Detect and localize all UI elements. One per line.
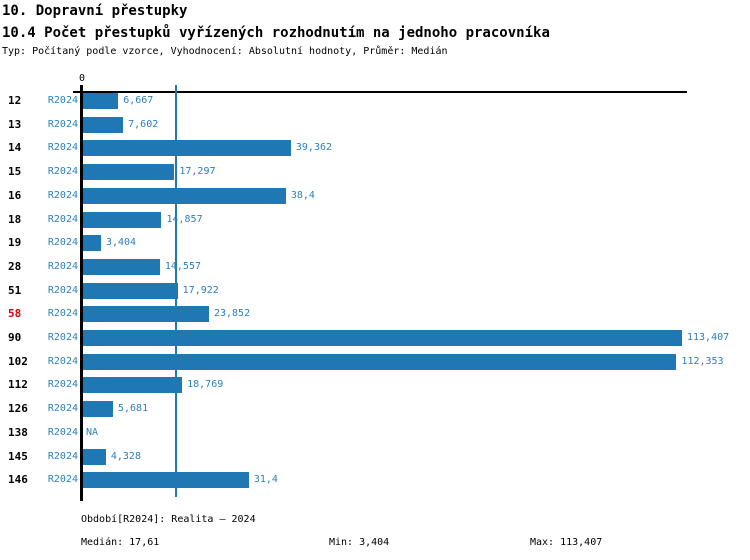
bar-value-label: 38,4 bbox=[290, 189, 315, 201]
bar bbox=[83, 401, 113, 418]
bar bbox=[83, 353, 677, 370]
bar-value-label: 39,362 bbox=[295, 142, 333, 154]
footer-median-stat: Medián: 17,61 bbox=[81, 537, 160, 548]
chart-row: 13 R2024 7,602 bbox=[0, 116, 750, 133]
bar-value-label: 17,297 bbox=[179, 166, 216, 178]
chart-row: 51 R2024 17,922 bbox=[0, 282, 750, 299]
row-series-label: R2024 bbox=[47, 355, 78, 367]
bar bbox=[83, 377, 183, 394]
chart-row: 112 R2024 18,769 bbox=[0, 377, 750, 394]
bar-value-label: 23,852 bbox=[213, 308, 251, 320]
row-category-label: 12 bbox=[8, 94, 22, 107]
row-category-label: 112 bbox=[8, 378, 28, 392]
bar-value-label: 3,404 bbox=[105, 237, 137, 249]
chart-row: 145 R2024 4,328 bbox=[0, 448, 750, 465]
bar bbox=[83, 472, 249, 489]
row-category-label: 90 bbox=[8, 331, 22, 344]
bar bbox=[83, 258, 160, 275]
x-axis-zero-tick-label: 0 bbox=[78, 73, 86, 84]
row-series-label: R2024 bbox=[47, 260, 78, 272]
row-series-label: R2024 bbox=[47, 95, 78, 106]
row-series-label: R2024 bbox=[47, 403, 78, 415]
row-series-label: R2024 bbox=[47, 450, 78, 462]
bar-value-label: 17,922 bbox=[182, 284, 219, 296]
y-axis-line bbox=[80, 85, 83, 501]
chart-meta-line: Typ: Počítaný podle vzorce, Vyhodnocení:… bbox=[2, 46, 448, 57]
chart-row: 14 R2024 39,362 bbox=[0, 140, 750, 157]
chart-subtitle: 10.4 Počet přestupků vyřízených rozhodnu… bbox=[2, 25, 550, 41]
bar-value-label: 112,353 bbox=[681, 355, 724, 367]
bar bbox=[83, 235, 101, 252]
bar-value-label: 113,407 bbox=[687, 332, 730, 343]
row-series-label: R2024 bbox=[47, 189, 78, 201]
footer-max-stat: Max: 113,407 bbox=[530, 537, 603, 548]
chart-row: 126 R2024 5,681 bbox=[0, 401, 750, 418]
x-axis-line bbox=[73, 91, 687, 93]
chart-row: 138 R2024 NA bbox=[0, 425, 750, 441]
bar bbox=[83, 282, 178, 299]
chart-row: 146 R2024 31,4 bbox=[0, 472, 750, 489]
row-series-label: R2024 bbox=[47, 213, 78, 225]
row-series-label: R2024 bbox=[47, 308, 78, 320]
row-category-label: 58 bbox=[8, 307, 22, 321]
bar-value-label: 14,857 bbox=[166, 213, 203, 225]
bar-value-label: NA bbox=[86, 426, 99, 438]
row-series-label: R2024 bbox=[47, 237, 78, 249]
row-series-label: R2024 bbox=[47, 332, 78, 343]
bar-value-label: 5,681 bbox=[118, 403, 149, 415]
row-category-label: 19 bbox=[8, 236, 22, 250]
row-series-label: R2024 bbox=[47, 118, 78, 130]
bar bbox=[83, 330, 682, 346]
bar-value-label: 7,602 bbox=[128, 118, 159, 130]
bar-value-label: 6,667 bbox=[123, 95, 154, 106]
footer-period-label: Období[R2024]: Realita – 2024 bbox=[81, 514, 256, 525]
chart-row: 12 R2024 6,667 bbox=[0, 93, 750, 109]
row-category-label: 13 bbox=[8, 117, 22, 131]
bar-value-label: 4,328 bbox=[110, 450, 141, 462]
footer-min-stat: Min: 3,404 bbox=[329, 537, 390, 548]
bar-value-label: 14,557 bbox=[164, 260, 201, 272]
bar bbox=[83, 116, 124, 133]
chart-title: 10. Dopravní přestupky bbox=[2, 3, 188, 19]
bar bbox=[83, 187, 286, 204]
chart-row: 19 R2024 3,404 bbox=[0, 235, 750, 252]
row-category-label: 146 bbox=[8, 473, 28, 487]
bar bbox=[83, 211, 162, 228]
bar bbox=[83, 164, 175, 181]
row-series-label: R2024 bbox=[47, 284, 78, 296]
row-category-label: 102 bbox=[8, 354, 28, 368]
row-series-label: R2024 bbox=[47, 166, 78, 178]
row-category-label: 15 bbox=[8, 165, 22, 179]
chart-row: 58 R2024 23,852 bbox=[0, 306, 750, 323]
bar bbox=[83, 448, 106, 465]
chart-row: 102 R2024 112,353 bbox=[0, 353, 750, 370]
row-category-label: 18 bbox=[8, 212, 22, 226]
row-series-label: R2024 bbox=[47, 426, 78, 438]
bar bbox=[83, 306, 209, 323]
bar bbox=[83, 140, 291, 157]
row-category-label: 126 bbox=[8, 402, 28, 416]
row-series-label: R2024 bbox=[47, 142, 78, 154]
chart-row: 90 R2024 113,407 bbox=[0, 330, 750, 346]
row-category-label: 28 bbox=[8, 259, 22, 273]
row-category-label: 145 bbox=[8, 449, 28, 463]
chart-row: 15 R2024 17,297 bbox=[0, 164, 750, 181]
row-category-label: 16 bbox=[8, 188, 22, 202]
chart-row: 28 R2024 14,557 bbox=[0, 258, 750, 275]
chart-row: 18 R2024 14,857 bbox=[0, 211, 750, 228]
row-category-label: 14 bbox=[8, 141, 22, 155]
row-category-label: 51 bbox=[8, 283, 22, 297]
chart-row: 16 R2024 38,4 bbox=[0, 187, 750, 204]
bar bbox=[83, 93, 119, 109]
bar-value-label: 31,4 bbox=[253, 474, 278, 486]
row-series-label: R2024 bbox=[47, 379, 78, 391]
row-series-label: R2024 bbox=[47, 474, 78, 486]
row-category-label: 138 bbox=[8, 425, 28, 439]
bar-value-label: 18,769 bbox=[187, 379, 224, 391]
